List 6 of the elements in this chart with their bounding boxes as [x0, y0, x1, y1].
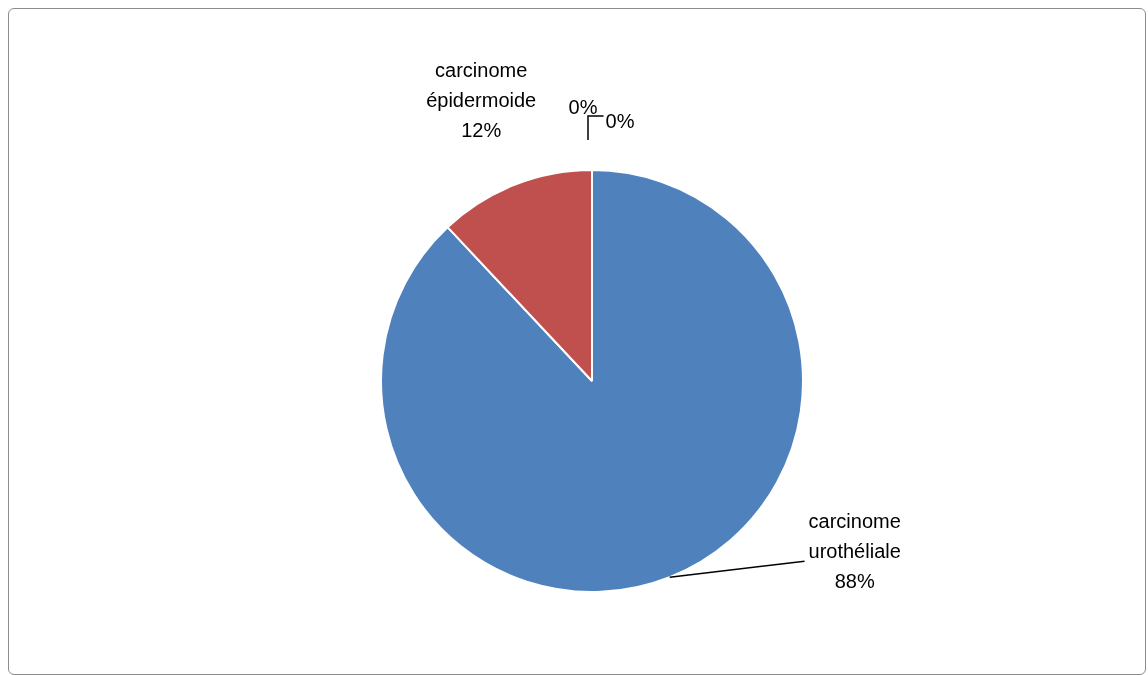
- data-label: 88%: [834, 569, 875, 592]
- text: 0%: [568, 95, 598, 118]
- data-label: 12%: [461, 118, 502, 141]
- slice-label: carcinome urothéliale: [808, 509, 901, 562]
- text: 0%: [605, 109, 635, 132]
- slice-label: carcinome épidermoide: [426, 58, 537, 111]
